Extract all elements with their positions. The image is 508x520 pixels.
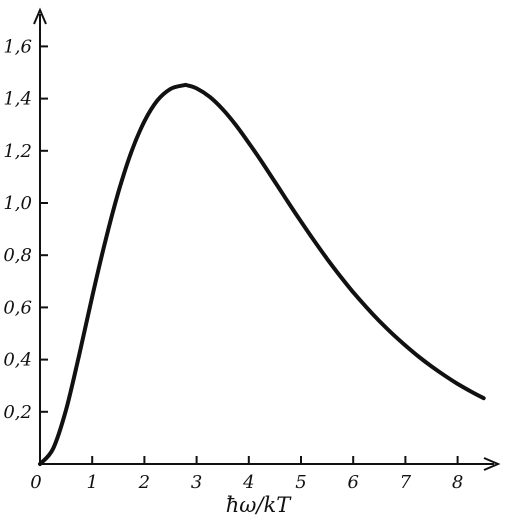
x-axis-title: ħω/kT (226, 493, 292, 517)
y-tick-label: 0,8 (3, 245, 32, 266)
y-tick-label: 0,2 (3, 402, 32, 423)
y-tick-label: 1,0 (3, 193, 32, 214)
x-tick-label: 3 (191, 472, 202, 493)
y-tick-label: 1,2 (3, 141, 32, 162)
x-tick-label: 2 (138, 472, 150, 493)
data-series-line (38, 82, 486, 466)
y-tick-label: 0,6 (3, 297, 32, 318)
y-axis-arrow-icon (33, 7, 47, 25)
x-tick-label: 1 (86, 472, 97, 493)
x-ticks: 0 1 2 3 4 5 6 7 8 (30, 456, 463, 493)
axes (33, 7, 501, 471)
x-tick-label: 7 (400, 472, 412, 493)
x-tick-label: 0 (30, 472, 41, 493)
x-tick-label: 8 (452, 472, 463, 493)
y-tick-label: 1,4 (3, 89, 32, 110)
y-tick-label: 0,4 (3, 350, 32, 371)
y-tick-label: 1,6 (3, 36, 32, 57)
x-tick-label: 6 (347, 472, 358, 493)
y-ticks: 0,2 0,4 0,6 0,8 1,0 1,2 1,4 1,6 (3, 36, 48, 423)
x-tick-label: 4 (242, 472, 254, 493)
x-axis-arrow-icon (483, 457, 501, 471)
x-tick-label: 5 (295, 472, 306, 493)
